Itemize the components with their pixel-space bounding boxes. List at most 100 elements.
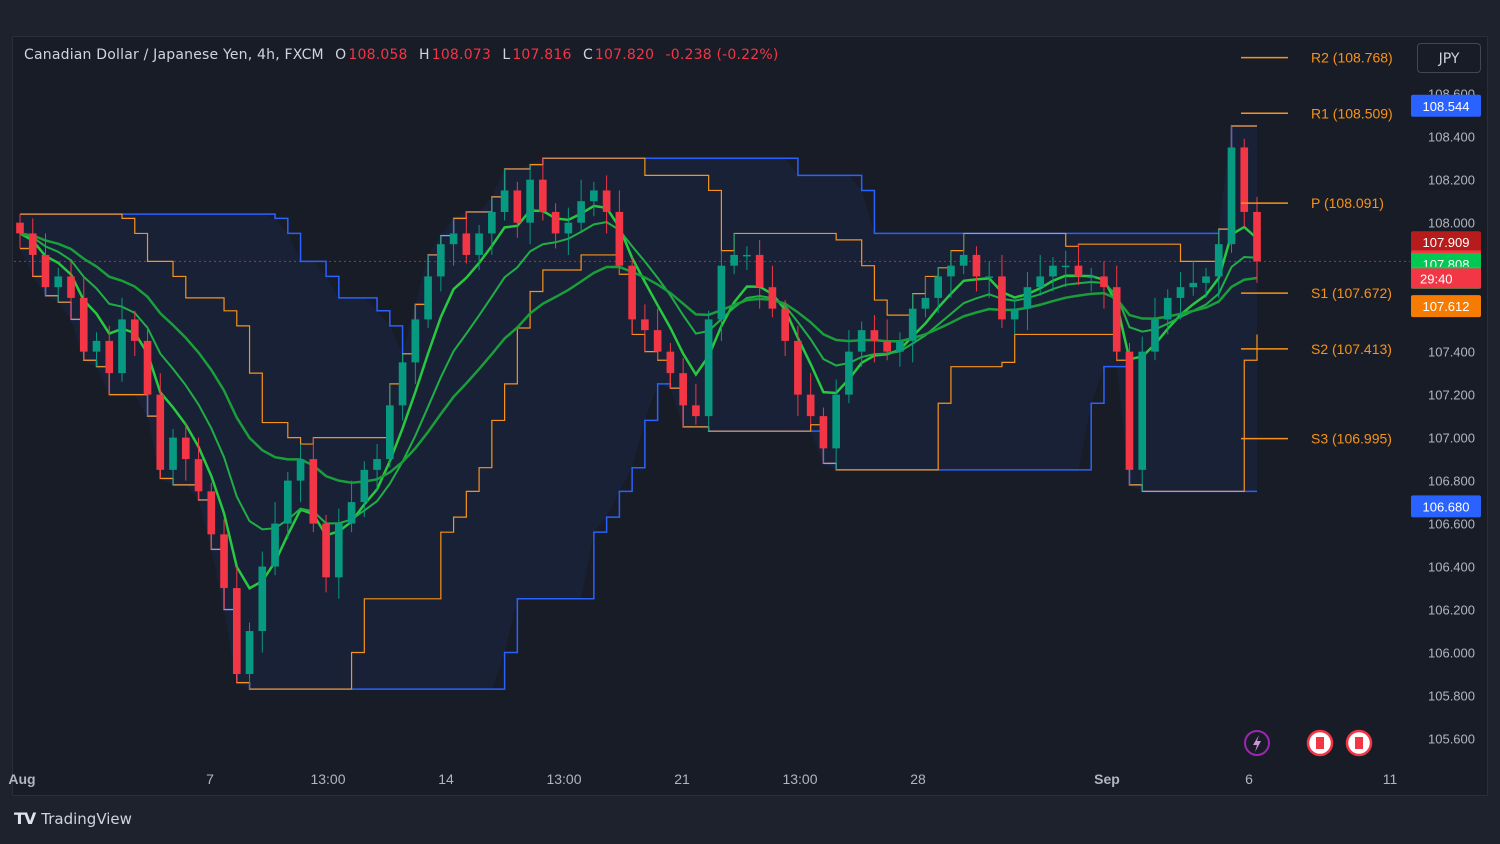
currency-button[interactable]: JPY: [1417, 43, 1481, 73]
candle: [781, 300, 789, 356]
candle-body: [296, 459, 305, 481]
candle: [424, 254, 432, 328]
x-tick-label: 13:00: [782, 771, 817, 787]
candle: [16, 214, 24, 249]
price-badge-text: 107.612: [1423, 299, 1470, 314]
candle: [449, 218, 458, 266]
candle: [641, 304, 649, 352]
candle: [1163, 289, 1172, 335]
price-badge-bg: [1411, 231, 1481, 254]
candle: [730, 233, 738, 275]
candle-body: [794, 340, 802, 395]
brand-name: TradingView: [41, 809, 132, 828]
candle: [1100, 261, 1108, 309]
symbol-legend: Canadian Dollar / Japanese Yen, 4h, FXCM…: [24, 47, 781, 63]
candle: [322, 514, 330, 593]
candle: [564, 207, 573, 255]
candle-body: [220, 534, 228, 589]
candle-body: [1253, 211, 1261, 262]
candle-body: [1240, 147, 1249, 212]
candle-body: [832, 394, 840, 449]
candle: [54, 267, 63, 303]
candle: [1087, 267, 1096, 292]
candle-body: [526, 179, 534, 223]
y-tick-label: 105.800: [1428, 689, 1475, 704]
canada-flag-icon[interactable]: [1306, 729, 1334, 757]
candle-body: [322, 523, 330, 578]
candle-body: [704, 319, 713, 417]
x-tick-label: 11: [1383, 771, 1398, 787]
candle-body: [781, 308, 789, 341]
candle: [181, 422, 190, 481]
lightning-icon[interactable]: [1244, 730, 1270, 756]
symbol-title[interactable]: Canadian Dollar / Japanese Yen, 4h, FXCM: [24, 47, 324, 63]
x-tick-label: 21: [674, 771, 690, 787]
candle-body: [347, 502, 356, 524]
candle-body: [985, 276, 994, 278]
candle-body: [1202, 276, 1210, 283]
candle: [437, 235, 445, 292]
candle-body: [79, 297, 88, 352]
candle-body: [258, 566, 267, 632]
tradingview-brand[interactable]: TV TradingView: [14, 809, 132, 828]
candle: [1176, 272, 1185, 320]
canada-flag-icon[interactable]: [1345, 729, 1373, 757]
candle-body: [360, 469, 369, 503]
candle-body: [181, 437, 190, 460]
candle-body: [513, 190, 522, 223]
candle-body: [934, 276, 943, 298]
candle: [806, 373, 815, 425]
candle-body: [1227, 147, 1236, 245]
candle-body: [768, 287, 777, 309]
candle-body: [806, 394, 815, 417]
lightning-bolt: [1253, 735, 1261, 752]
candle-body: [500, 190, 509, 212]
candle: [845, 330, 853, 404]
candle-body: [1112, 287, 1121, 352]
candle: [679, 358, 687, 427]
candle-body: [1100, 276, 1108, 288]
candle-body: [207, 491, 216, 535]
candle-body: [1163, 297, 1172, 320]
candle: [1151, 297, 1159, 361]
high-label: H: [418, 47, 430, 63]
candle: [1253, 196, 1261, 283]
candle: [462, 211, 471, 264]
candle: [666, 343, 675, 389]
candle-body: [1138, 351, 1147, 470]
candle-body: [590, 190, 598, 202]
candle: [347, 480, 356, 533]
candle: [896, 332, 904, 367]
candle-body: [870, 330, 879, 341]
x-tick-label: Aug: [8, 771, 35, 787]
candle: [1061, 250, 1070, 288]
y-tick-label: 105.600: [1428, 732, 1475, 747]
candle-body: [118, 319, 126, 374]
x-tick-label: 13:00: [546, 771, 581, 787]
candle: [692, 383, 700, 425]
candle-body: [130, 319, 139, 341]
candle: [143, 325, 152, 417]
candle: [539, 158, 547, 221]
tradingview-logo-icon: TV: [14, 809, 36, 828]
candle-body: [143, 340, 152, 395]
candle: [857, 321, 866, 367]
candle-body: [16, 222, 24, 234]
candle: [526, 164, 534, 245]
candle-body: [921, 297, 930, 309]
candle-body: [819, 416, 828, 449]
candle-body: [334, 523, 343, 578]
flag-center: [1355, 737, 1363, 749]
candle: [475, 224, 483, 270]
candle-body: [857, 330, 866, 352]
candle-body: [92, 340, 101, 352]
candle-body: [1087, 276, 1096, 278]
x-tick-label: Sep: [1094, 771, 1120, 787]
candle-body: [28, 233, 37, 255]
candle-body: [373, 459, 381, 470]
candle-body: [1023, 287, 1032, 309]
flag-center: [1316, 737, 1324, 749]
pivot-label: R1 (108.509): [1311, 105, 1393, 121]
candle-body: [1151, 319, 1159, 352]
